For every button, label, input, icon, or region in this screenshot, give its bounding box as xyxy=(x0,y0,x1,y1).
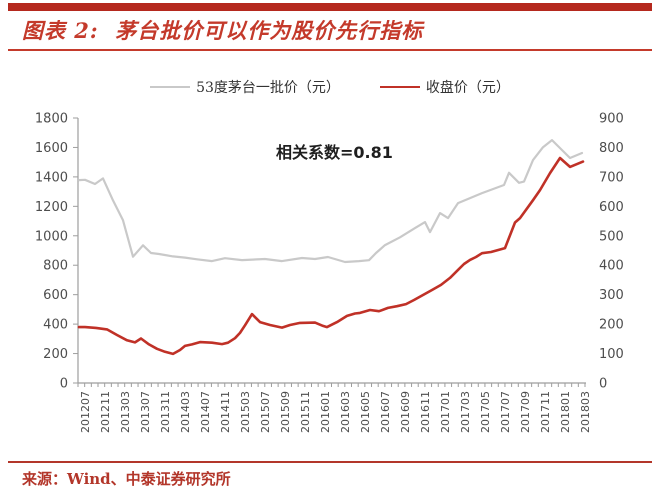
x-axis-label: 201207 xyxy=(79,391,92,433)
title-divider-line xyxy=(8,49,652,51)
left-axis-tick-label: 800 xyxy=(43,259,68,274)
x-axis-label: 201609 xyxy=(399,391,412,433)
right-axis-tick-label: 200 xyxy=(599,318,624,333)
x-axis-label: 201407 xyxy=(199,391,212,433)
footer-divider-line xyxy=(8,461,652,463)
right-axis-tick-label: 0 xyxy=(599,377,607,392)
x-axis-label: 201801 xyxy=(559,391,572,433)
left-axis-tick-label: 1200 xyxy=(35,200,68,215)
x-axis-label: 201303 xyxy=(119,391,132,433)
x-axis-label: 201601 xyxy=(319,391,332,433)
x-axis-label: 201711 xyxy=(539,391,552,433)
left-axis-tick-label: 400 xyxy=(43,318,68,333)
right-axis-tick-label: 700 xyxy=(599,170,624,185)
close-line-swatch xyxy=(379,85,420,89)
source-note: 来源：Wind、中泰证券研究所 xyxy=(22,470,231,488)
left-axis-tick-label: 200 xyxy=(43,347,68,362)
dual-axis-line-chart: 0 200 400 600 800 1000 1200 1400 1600 1800 0 100 200… xyxy=(35,112,624,434)
wholesale-line-swatch xyxy=(150,85,191,89)
x-axis-label: 201411 xyxy=(219,391,232,433)
right-axis-tick-label: 400 xyxy=(599,259,624,274)
x-axis-label: 201705 xyxy=(479,391,492,433)
x-axis-label: 201611 xyxy=(419,391,432,433)
legend-item-close-price: 收盘价（元） xyxy=(379,77,510,97)
left-axis-tick-label: 1000 xyxy=(35,229,68,244)
figure-title: 图表 2: 茅台批价可以作为股价先行指标 xyxy=(22,18,424,43)
x-axis-label: 201211 xyxy=(99,391,112,433)
right-axis-tick-label: 300 xyxy=(599,288,624,303)
header-accent-bar xyxy=(8,3,652,11)
right-axis-tick-label: 800 xyxy=(599,141,624,156)
legend-item-wholesale-price: 53度茅台一批价（元） xyxy=(150,77,340,97)
correlation-annotation: 相关系数=0.81 xyxy=(276,143,393,162)
x-axis-label: 201403 xyxy=(179,391,192,433)
right-axis-tick-label: 100 xyxy=(599,347,624,362)
x-axis-label: 201603 xyxy=(339,391,352,433)
legend-label-close: 收盘价（元） xyxy=(425,80,510,96)
left-axis-tick-label: 1600 xyxy=(35,141,68,156)
x-axis-label: 201707 xyxy=(499,391,512,433)
x-axis-label: 201703 xyxy=(459,391,472,433)
series-line-wholesale-price xyxy=(77,138,584,264)
x-axis-label: 201307 xyxy=(139,391,152,433)
x-axis-label: 201511 xyxy=(299,391,312,433)
right-axis-tick-label: 500 xyxy=(599,229,624,244)
left-axis-tick-label: 600 xyxy=(43,288,68,303)
x-axis-label: 201503 xyxy=(239,391,252,433)
left-axis-tick-label: 0 xyxy=(60,377,68,392)
legend-label-wholesale: 53度茅台一批价（元） xyxy=(196,80,340,96)
left-axis-tick-label: 1400 xyxy=(35,170,68,185)
left-axis-tick-label: 1800 xyxy=(35,112,68,127)
right-axis-tick-label: 900 xyxy=(599,112,624,127)
x-axis-label: 201509 xyxy=(279,391,292,433)
x-axis-label: 201311 xyxy=(159,391,172,433)
x-axis-label: 201607 xyxy=(379,391,392,433)
right-axis-tick-label: 600 xyxy=(599,200,624,215)
series-line-close-price xyxy=(77,156,585,356)
chart-legend: 53度茅台一批价（元） 收盘价（元） xyxy=(0,78,660,96)
x-axis-label: 201507 xyxy=(259,391,272,433)
x-axis-label: 201803 xyxy=(579,391,592,433)
x-axis-label: 201605 xyxy=(359,391,372,433)
x-axis-label: 201709 xyxy=(519,391,532,433)
x-axis-label: 201701 xyxy=(439,391,452,433)
